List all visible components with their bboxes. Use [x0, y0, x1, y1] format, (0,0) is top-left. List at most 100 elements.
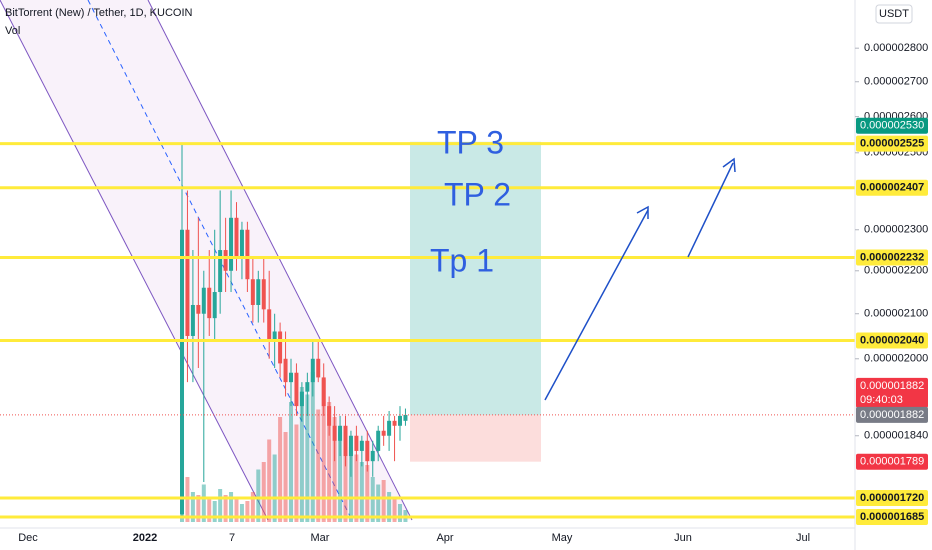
candle-body — [343, 425, 348, 457]
candle-body — [272, 331, 277, 341]
candle-body — [392, 420, 397, 426]
y-tick-label: 0.000002000 — [864, 353, 928, 365]
volume-bar — [316, 409, 321, 522]
price-badge — [856, 377, 928, 408]
currency-badge[interactable] — [875, 4, 913, 24]
candle-body — [370, 450, 375, 462]
currency[interactable]: USDT — [879, 8, 909, 20]
arrow — [687, 162, 734, 258]
volume-bar — [239, 504, 244, 522]
candle-body — [283, 358, 288, 383]
candle-body — [267, 309, 272, 341]
volume-bar — [234, 499, 239, 522]
level-label: 0.000002232 — [860, 251, 924, 263]
stop-zone — [410, 414, 541, 462]
candle-body — [338, 425, 343, 441]
level-label: 0.000002525 — [860, 138, 924, 150]
candle-body — [196, 304, 201, 314]
volume-bar — [348, 447, 353, 522]
volume-bar — [289, 402, 293, 522]
volume-bar — [278, 417, 283, 522]
volume-bar — [190, 492, 195, 522]
volume-bar — [261, 462, 266, 522]
volume-bar — [392, 499, 397, 522]
x-tick-label: Jul — [796, 532, 810, 544]
volume-bar — [305, 394, 310, 522]
volume-bar — [294, 424, 299, 522]
level-label: 0.000002407 — [860, 182, 924, 194]
candle-body — [365, 440, 370, 462]
candle-body — [278, 331, 283, 364]
annotation: Tp 1 — [430, 242, 494, 278]
candle-body — [376, 430, 381, 451]
price-badge — [856, 453, 928, 470]
candle-body — [321, 377, 326, 407]
y-tick-label: 0.000001840 — [864, 430, 928, 442]
volume-bar — [207, 499, 212, 522]
countdown: 09:40:03 — [860, 394, 903, 406]
chart-title: BitTorrent (New) / Tether, 1D, KUCOIN — [5, 7, 193, 19]
volume-bar — [196, 495, 201, 522]
level-label: 0.000001720 — [860, 492, 924, 504]
candle-body — [212, 292, 217, 319]
level-badge — [856, 332, 928, 349]
candle-body — [310, 358, 315, 383]
volume-bar — [283, 432, 288, 522]
volume-bar — [299, 387, 304, 522]
arrow-head — [722, 157, 736, 173]
candle-body — [234, 217, 239, 259]
volume-bar — [267, 439, 272, 522]
annotation: TP 2 — [444, 176, 511, 212]
candle-body — [250, 279, 255, 305]
volume-bar — [327, 402, 332, 522]
level-badge — [856, 249, 928, 266]
candle-body — [359, 440, 364, 451]
y-tick-label: 0.000002800 — [864, 42, 928, 54]
volume-bar — [321, 379, 326, 522]
candle-body — [327, 406, 332, 426]
x-tick-label: Apr — [436, 532, 453, 544]
volume-bar — [223, 495, 228, 522]
candle-body — [239, 229, 244, 259]
volume-bar — [310, 372, 315, 522]
volume-bar — [365, 465, 370, 522]
candle-body — [294, 372, 299, 407]
candle-body — [289, 372, 293, 383]
volume-bar — [332, 417, 337, 522]
candle-body — [207, 287, 212, 319]
x-tick-label: 7 — [229, 532, 235, 544]
candle-body — [305, 382, 310, 392]
x-tick-label: Dec — [18, 532, 38, 544]
volume-bar — [381, 480, 386, 522]
candle-body — [185, 229, 190, 336]
level-badge — [856, 508, 928, 525]
candle-body — [348, 435, 353, 457]
volume-bar — [185, 477, 190, 522]
volume-bar — [229, 492, 234, 522]
candle-body — [218, 250, 223, 293]
candle-body — [398, 415, 402, 426]
candle-body — [261, 279, 266, 310]
candle-body — [223, 250, 228, 271]
y-tick-label: 0.000002100 — [864, 308, 928, 320]
volume-bar — [338, 432, 343, 522]
price-badge-label: 0.000002530 — [860, 120, 924, 132]
x-tick-label: May — [552, 532, 573, 544]
candle-body — [403, 414, 408, 421]
price-badge — [856, 117, 928, 134]
price-badge-label: 0.000001882 — [860, 380, 924, 392]
annotation: TP 3 — [437, 124, 504, 160]
volume-bar — [387, 492, 392, 522]
volume-bar — [201, 484, 206, 522]
candle-body — [229, 217, 234, 271]
volume-bar — [256, 469, 261, 522]
y-tick-label: 0.000002200 — [864, 265, 928, 277]
candle-body — [190, 304, 195, 336]
volume-bar — [398, 504, 402, 522]
volume-bar — [376, 484, 381, 522]
volume-bar — [218, 489, 223, 522]
candle-body — [387, 420, 392, 436]
candle-body — [299, 391, 304, 407]
level-badge — [856, 179, 928, 196]
